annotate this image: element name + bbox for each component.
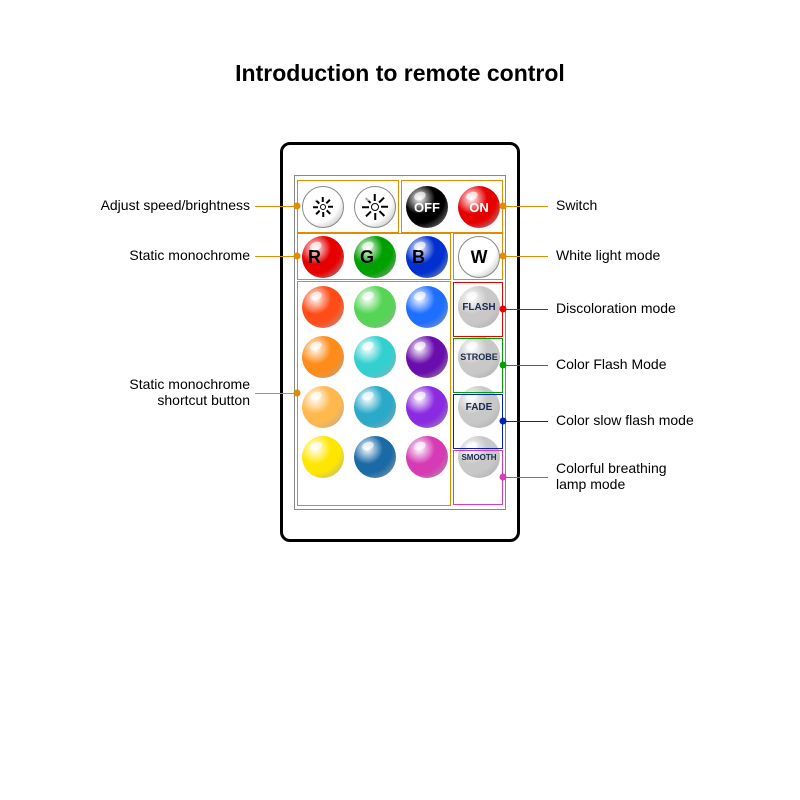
- page-title: Introduction to remote control: [0, 60, 800, 87]
- speed-box: [297, 180, 399, 233]
- callout-dot-flash: [500, 306, 507, 313]
- callout-line-switch: [503, 206, 548, 207]
- callout-dot-white: [500, 253, 507, 260]
- callout-line-white: [503, 256, 548, 257]
- callout-line-colorgrid: [255, 393, 297, 394]
- callout-line-flash: [503, 309, 548, 310]
- callout-dot-rgb: [294, 253, 301, 260]
- callout-label-fade: Color slow flash mode: [556, 412, 694, 428]
- callout-line-smooth: [503, 477, 548, 478]
- callout-line-rgb: [255, 256, 297, 257]
- callout-label-white: White light mode: [556, 247, 660, 263]
- callout-dot-speed: [294, 203, 301, 210]
- callout-dot-smooth: [500, 474, 507, 481]
- flash-box: [453, 282, 503, 337]
- callout-label-switch: Switch: [556, 197, 597, 213]
- callout-label-speed: Adjust speed/brightness: [101, 197, 250, 213]
- callout-label-rgb: Static monochrome: [129, 247, 250, 263]
- callout-label-colorgrid: Static monochrome shortcut button: [129, 376, 250, 408]
- callout-line-fade: [503, 421, 548, 422]
- callout-label-strobe: Color Flash Mode: [556, 356, 667, 372]
- switch-box: [401, 180, 503, 233]
- callout-dot-fade: [500, 418, 507, 425]
- callout-dot-strobe: [500, 362, 507, 369]
- callout-dot-colorgrid: [294, 390, 301, 397]
- callout-dot-switch: [500, 203, 507, 210]
- callout-line-speed: [255, 206, 297, 207]
- smooth-box: [453, 450, 503, 505]
- callout-label-flash: Discoloration mode: [556, 300, 676, 316]
- rgb-box: [297, 233, 451, 280]
- color-grid-box: [297, 281, 451, 506]
- callout-line-strobe: [503, 365, 548, 366]
- fade-box: [453, 394, 503, 449]
- strobe-box: [453, 338, 503, 393]
- callout-label-smooth: Colorful breathing lamp mode: [556, 460, 667, 492]
- white-box: [453, 233, 503, 280]
